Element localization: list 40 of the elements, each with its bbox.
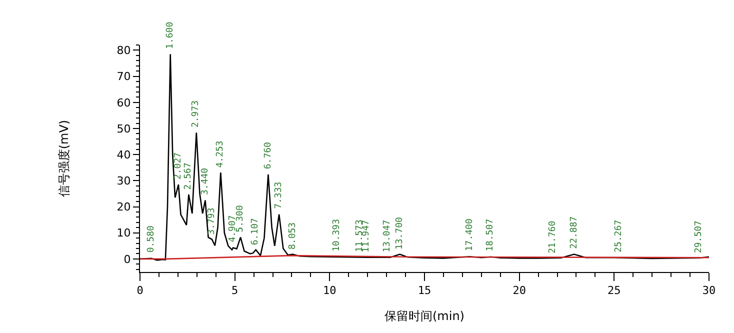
y-tick-label: 70: [116, 70, 131, 84]
x-tick-label: 10: [323, 284, 336, 298]
x-tick-label: 20: [512, 284, 526, 298]
y-tick-label: 60: [116, 96, 131, 110]
annotation: 3.440: [200, 168, 210, 195]
x-tick-label: 0: [136, 284, 144, 298]
y-tick-label: 20: [116, 200, 131, 214]
y-axis-title: 信号强度(mV): [57, 120, 72, 198]
annotation: 21.760: [548, 220, 558, 254]
annotation: 5.300: [236, 205, 246, 232]
annotation: 17.400: [464, 218, 475, 252]
annotation: 25.267: [614, 220, 624, 252]
annotation: 29.507: [694, 220, 704, 254]
annotation: 18.507: [486, 218, 496, 252]
x-tick-label: 15: [418, 284, 432, 298]
y-tick-label: 10: [116, 226, 131, 240]
annotation: 13.700: [395, 217, 406, 250]
x-tick-label: 5: [232, 284, 238, 298]
x-tick-label: 30: [702, 284, 716, 298]
annotation: 6.107: [250, 218, 261, 246]
annotation: 10.393: [332, 218, 342, 252]
annotation: 2.973: [191, 100, 202, 128]
y-tick-label: 40: [116, 148, 131, 162]
annotation: 22.887: [569, 216, 580, 249]
annotation: 3.793: [207, 208, 218, 235]
annotation: 8.053: [288, 222, 298, 250]
y-tick-label: 30: [116, 174, 131, 188]
x-axis-title: 保留时间(min): [384, 309, 464, 324]
y-tick-label: 50: [116, 122, 131, 136]
annotation: 2.567: [184, 162, 194, 190]
y-tick-label: 0: [124, 252, 131, 266]
x-tick-label: 25: [608, 284, 621, 298]
y-tick-label: 80: [116, 44, 131, 58]
annotation: 2.027: [173, 152, 184, 180]
annotation: 7.333: [274, 182, 284, 209]
annotation: 1.600: [166, 22, 176, 49]
annotation: 4.253: [216, 140, 226, 168]
annotation: 0.580: [146, 226, 156, 253]
annotation: 6.760: [263, 142, 274, 170]
annotation: 13.047: [382, 220, 393, 252]
